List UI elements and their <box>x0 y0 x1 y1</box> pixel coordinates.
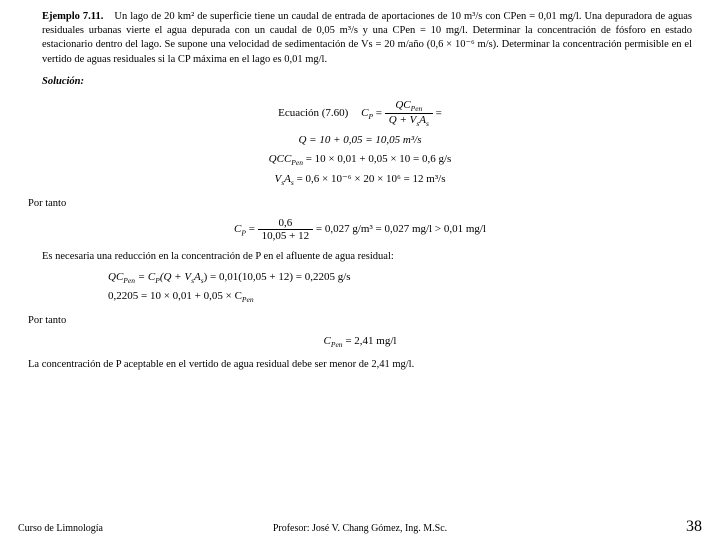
equation-block-main: Ecuación (7.60) CP = QCPen Q + VsAs = <box>28 99 692 129</box>
equation-qcc: QCCPen = 10 × 0,01 + 0,05 × 10 = 0,6 g/s <box>28 152 692 168</box>
equation-cpen-final: CPen = 2,41 mg/l <box>28 334 692 350</box>
example-label: Ejemplo 7.11. <box>42 11 103 22</box>
main-fraction: QCPen Q + VsAs <box>385 99 433 129</box>
equation-number: Ecuación (7.60) <box>278 107 348 119</box>
footer-professor: Profesor: José V. Chang Gómez, Ing. M.Sc… <box>0 523 720 534</box>
document-page: Ejemplo 7.11. Un lago de 20 km² de super… <box>0 0 720 372</box>
cp-symbol: CP <box>361 107 373 119</box>
portanto-2: Por tanto <box>28 314 692 328</box>
equation-block-qcpen: QCPen = CP(Q + VsAs) = 0,01(10,05 + 12) … <box>108 270 692 306</box>
page-number: 38 <box>686 518 702 536</box>
equation-q: Q = 10 + 0,05 = 10,05 m³/s <box>28 133 692 148</box>
conclusion-paragraph: La concentración de P aceptable en el ve… <box>28 358 692 372</box>
reduction-paragraph: Es necesaria una reducción en la concent… <box>42 250 692 264</box>
equation-cp-value: CP = 0,6 10,05 + 12 = 0,027 g/m³ = 0,027… <box>28 217 692 242</box>
equation-vsas: VsAs = 0,6 × 10⁻⁶ × 20 × 10⁶ = 12 m³/s <box>28 172 692 188</box>
solution-heading: Solución: <box>42 75 692 89</box>
portanto-1: Por tanto <box>28 197 692 211</box>
problem-text: Un lago de 20 km² de superficie tiene un… <box>42 11 692 65</box>
problem-statement: Ejemplo 7.11. Un lago de 20 km² de super… <box>42 10 692 67</box>
